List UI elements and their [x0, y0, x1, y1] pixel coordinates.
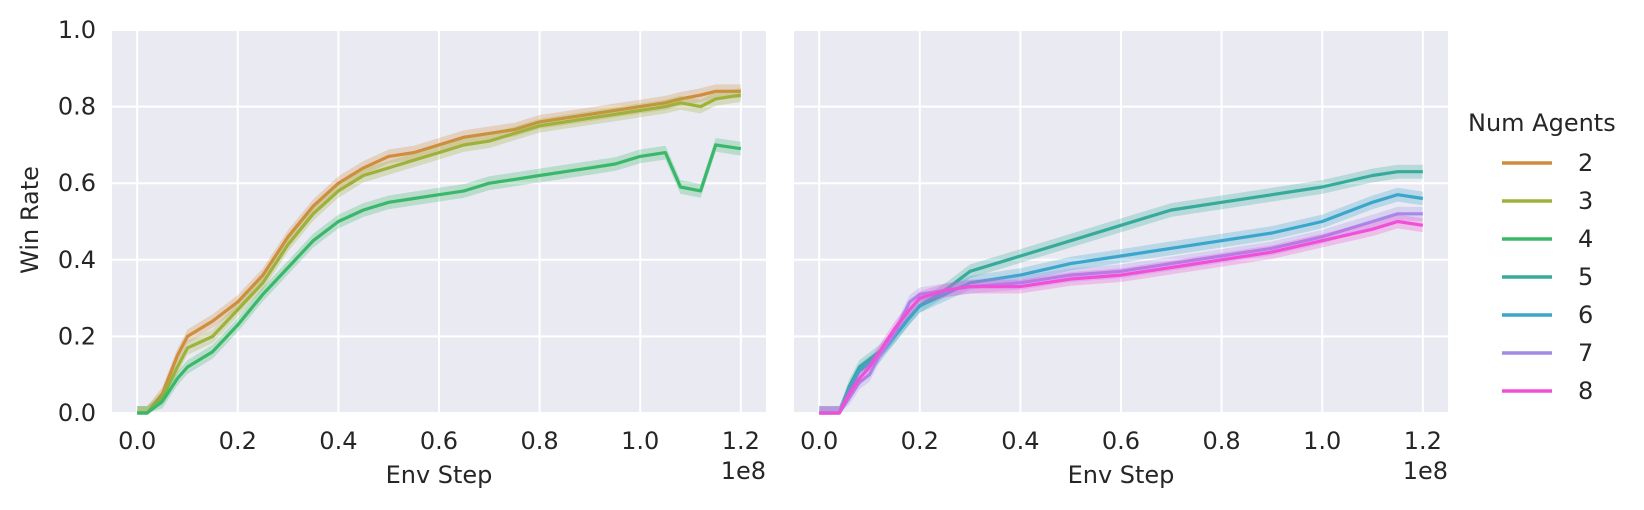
x-tick-label: 0.8 [521, 427, 559, 455]
series-8-line [819, 219, 1424, 415]
legend-label-8: 8 [1578, 377, 1593, 405]
series-4-band [137, 138, 741, 413]
legend-label-7: 7 [1578, 339, 1593, 367]
legend: Num Agents 2 3 4 5 6 7 8 [1468, 109, 1616, 405]
y-tick-label: 0.4 [58, 246, 96, 274]
right-panel: 0.0 0.2 0.4 0.6 0.8 1.0 1.2 Env Step 1e8 [794, 29, 1448, 489]
series-4-line [137, 143, 742, 415]
x-tick-label: 0.6 [1102, 427, 1140, 455]
x-tick-label: 0.6 [420, 427, 458, 455]
series-8-band [819, 214, 1423, 413]
series-2-line [137, 89, 741, 415]
x-offset-label: 1e8 [1403, 457, 1448, 485]
x-tick-label: 0.4 [1001, 427, 1039, 455]
series-3-line [137, 93, 742, 415]
x-tick-label: 0.2 [219, 427, 257, 455]
series-2-band [137, 84, 741, 414]
x-tick-label: 0.0 [118, 427, 156, 455]
y-tick-label: 1.0 [58, 16, 96, 44]
x-axis-label: Env Step [386, 461, 493, 489]
y-axis-label: Win Rate [16, 166, 44, 274]
legend-label-5: 5 [1578, 263, 1593, 291]
y-tick-label: 0.6 [58, 169, 96, 197]
x-tick-label: 0.0 [800, 427, 838, 455]
legend-label-3: 3 [1578, 187, 1593, 215]
legend-title: Num Agents [1468, 109, 1616, 137]
legend-label-4: 4 [1578, 225, 1593, 253]
x-tick-label: 0.4 [319, 427, 357, 455]
series-7-band [819, 206, 1423, 413]
legend-label-2: 2 [1578, 149, 1593, 177]
legend-label-6: 6 [1578, 301, 1593, 329]
left-panel: 0.0 0.2 0.4 0.6 0.8 1.0 1.2 0.0 0.2 0.4 0.6 0.8 1.0 E… [58, 16, 766, 489]
x-tick-label: 1.0 [1303, 427, 1341, 455]
series-6-band [819, 187, 1423, 413]
x-tick-label: 0.2 [901, 427, 939, 455]
x-tick-label: 1.2 [722, 427, 760, 455]
x-offset-label: 1e8 [721, 457, 766, 485]
x-tick-label: 1.0 [621, 427, 659, 455]
series-5-band [819, 164, 1423, 413]
y-tick-label: 0.0 [58, 399, 96, 427]
x-tick-label: 1.2 [1404, 427, 1442, 455]
y-tick-label: 0.2 [58, 322, 96, 350]
x-tick-label: 0.8 [1203, 427, 1241, 455]
x-axis-label: Env Step [1068, 461, 1175, 489]
y-tick-label: 0.8 [58, 93, 96, 121]
series-5-line [819, 170, 1423, 415]
